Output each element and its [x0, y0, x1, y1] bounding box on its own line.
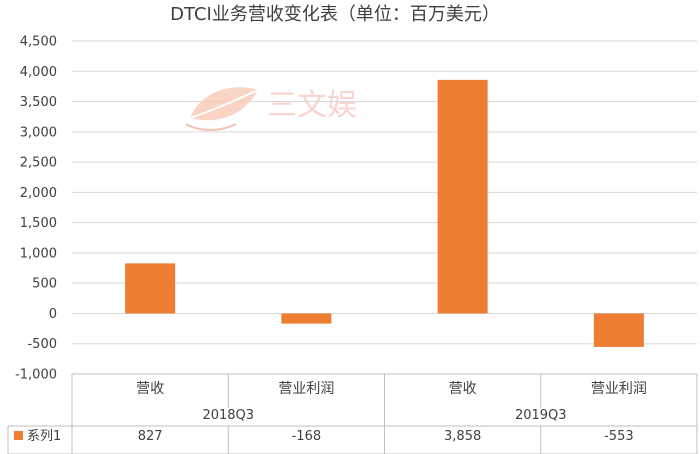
y-tick-label: 4,000 — [20, 65, 57, 80]
watermark: 三文娱 — [185, 87, 357, 131]
bar — [593, 313, 644, 347]
group-label: 2018Q3 — [202, 408, 254, 423]
data-label: -168 — [292, 429, 322, 444]
y-tick-label: 3,500 — [20, 95, 57, 110]
y-axis-tick-labels: 4,500 4,000 3,500 3,000 2,500 2,000 1,500 1,000… — [15, 35, 57, 383]
y-tick-label: -500 — [27, 337, 57, 352]
data-table: 营收 营业利润 营收 营业利润 2018Q3 2019Q3 系列1 827 -168 3,858 -… — [7, 373, 698, 454]
category-label: 营业利润 — [278, 381, 334, 397]
chart-title: DTCI业务营收变化表（单位：百万美元） — [170, 4, 500, 25]
legend-label: 系列1 — [27, 429, 61, 444]
leaf-logo-icon — [185, 87, 259, 131]
category-label: 营收 — [136, 381, 164, 397]
data-label: 3,858 — [444, 429, 481, 444]
data-label: 827 — [138, 429, 163, 444]
y-tick-label: 0 — [49, 307, 57, 322]
y-tick-label: 2,500 — [20, 156, 57, 171]
y-tick-label: 3,000 — [20, 125, 57, 140]
y-tick-label: 1,500 — [20, 216, 57, 231]
y-tick-label: -1,000 — [15, 368, 57, 383]
watermark-text: 三文娱 — [267, 88, 357, 123]
group-label: 2019Q3 — [515, 408, 567, 423]
legend-swatch — [14, 431, 23, 440]
bar — [437, 79, 488, 314]
bars — [125, 79, 644, 347]
y-tick-label: 4,500 — [20, 35, 57, 50]
y-tick-label: 2,000 — [20, 186, 57, 201]
category-label: 营业利润 — [591, 381, 647, 397]
bar — [125, 263, 176, 314]
category-label: 营收 — [449, 381, 477, 397]
bar — [281, 313, 332, 324]
data-label: -553 — [604, 429, 634, 444]
y-tick-label: 1,000 — [20, 246, 57, 261]
y-tick-label: 500 — [32, 277, 57, 292]
